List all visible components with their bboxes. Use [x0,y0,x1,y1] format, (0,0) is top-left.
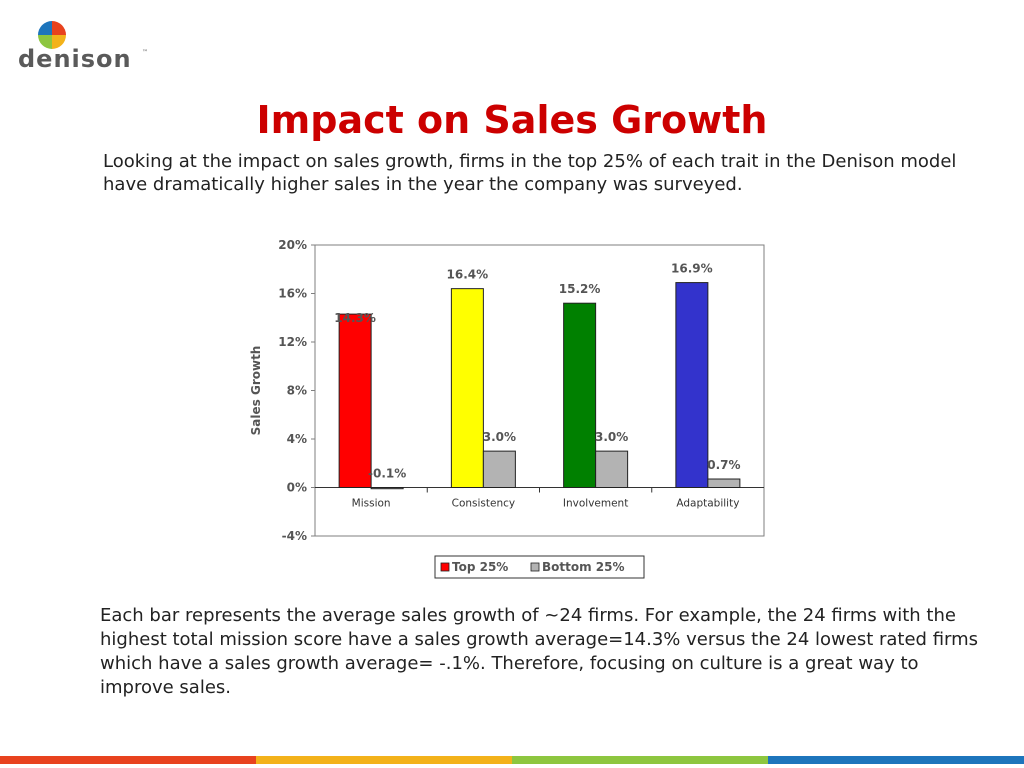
y-tick-label: 12% [278,335,307,349]
footer-color-segment [768,756,1024,764]
data-label: 3.0% [595,430,628,444]
intro-text: Looking at the impact on sales growth, f… [103,151,957,195]
bar-top25 [450,288,484,489]
legend-label: Top 25% [452,560,508,574]
y-tick-label: 16% [278,287,307,301]
bar-bottom25 [370,487,404,490]
bar-bottom25 [482,450,516,488]
data-label: 0.7% [707,458,740,472]
footer-color-segment [512,756,768,764]
bar-top25 [675,282,709,489]
footer-color-segment [256,756,512,764]
legend-swatch [440,562,450,572]
y-tick-label: 8% [287,384,307,398]
footer-color-segment [0,756,256,764]
x-tick-label: Involvement [563,498,628,510]
y-tick-label: 4% [287,432,307,446]
data-label: -0.1% [368,467,406,481]
y-axis-label: Sales Growth [249,346,263,436]
y-tick-label: -4% [282,529,307,543]
logo-text: denison [18,45,132,73]
legend-box [434,555,645,579]
data-label: 14.3% [334,311,376,325]
bar-bottom25 [707,478,741,488]
x-tick-label: Consistency [452,498,516,510]
y-tick-label: 0% [287,481,307,495]
bar-bottom25 [595,450,629,488]
y-tick-label: 20% [278,238,307,252]
bar-top25 [338,313,372,488]
x-tick-label: Adaptability [676,498,739,510]
denison-logo: denison ™ [18,20,148,73]
page-title: Impact on Sales Growth [256,98,768,142]
logo-trademark: ™ [142,49,148,56]
x-tick-label: Mission [352,498,391,510]
data-label: 16.9% [671,262,713,276]
caption-text: Each bar represents the average sales gr… [100,605,979,698]
legend-label: Bottom 25% [542,560,625,574]
data-label: 16.4% [447,268,489,282]
data-label: 3.0% [483,430,516,444]
bar-top25 [563,302,597,488]
legend-swatch [530,562,540,572]
denison-logo-icon [38,21,66,49]
footer-color-bar [0,756,1024,764]
sales-growth-chart: 20% 16% 12% 8% 4% 0% -4% Sales Growth 14.3% -0.1%… [249,238,765,579]
data-label: 15.2% [559,282,601,296]
